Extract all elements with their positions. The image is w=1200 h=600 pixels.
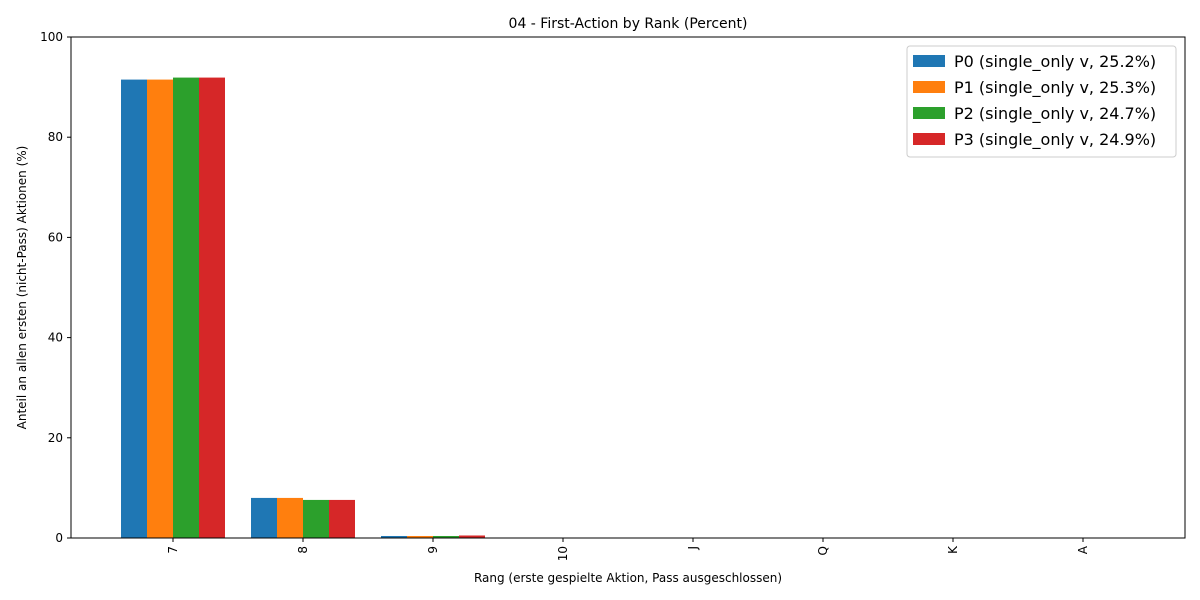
legend-label: P3 (single_only v, 24.9%) xyxy=(954,130,1156,150)
y-tick-label: 60 xyxy=(48,230,63,244)
legend: P0 (single_only v, 25.2%) P1 (single_only… xyxy=(906,45,1177,158)
bar-p0-7 xyxy=(121,79,147,539)
x-tick-label: K xyxy=(946,545,960,554)
x-tick-label: Q xyxy=(816,546,830,555)
x-tick-label: 8 xyxy=(296,546,310,554)
bar-p2-8 xyxy=(303,499,329,538)
y-tick-label: 80 xyxy=(48,130,63,144)
x-tick-label: 10 xyxy=(556,546,570,561)
bar-p2-9 xyxy=(433,535,459,538)
y-axis: 0 20 40 60 80 100 xyxy=(40,30,71,545)
y-tick-label: 0 xyxy=(55,531,63,545)
bar-p1-8 xyxy=(277,497,303,538)
chart-title: 04 - First-Action by Rank (Percent) xyxy=(509,16,748,32)
bar-p1-7 xyxy=(147,79,173,539)
x-tick-label: 7 xyxy=(166,546,180,554)
bar-p2-7 xyxy=(173,77,199,539)
bar-p3-8 xyxy=(329,499,355,538)
legend-swatch xyxy=(913,55,945,67)
legend-swatch xyxy=(913,81,945,93)
bar-p0-8 xyxy=(251,497,277,538)
y-tick-label: 20 xyxy=(48,431,63,445)
x-axis: 7 8 9 10 J Q K A xyxy=(166,538,1090,561)
legend-label: P2 (single_only v, 24.7%) xyxy=(954,104,1156,124)
bar-p1-9 xyxy=(407,535,433,538)
legend-frame xyxy=(906,45,1177,158)
x-tick-label: A xyxy=(1076,545,1090,554)
y-tick-label: 100 xyxy=(40,30,63,44)
x-tick-label: 9 xyxy=(426,546,440,554)
bar-p0-9 xyxy=(381,535,407,538)
legend-swatch xyxy=(913,107,945,119)
bars-group xyxy=(121,77,485,539)
x-tick-label: J xyxy=(686,546,700,551)
y-tick-label: 40 xyxy=(48,331,63,345)
bar-p3-9 xyxy=(459,535,485,538)
legend-label: P1 (single_only v, 25.3%) xyxy=(954,78,1156,98)
x-axis-label: Rang (erste gespielte Aktion, Pass ausge… xyxy=(474,571,782,585)
legend-swatch xyxy=(913,133,945,145)
legend-label: P0 (single_only v, 25.2%) xyxy=(954,52,1156,72)
y-axis-label: Anteil an allen ersten (nicht-Pass) Akti… xyxy=(15,146,29,430)
bar-p3-7 xyxy=(199,77,225,539)
plot-frame xyxy=(70,36,1186,539)
